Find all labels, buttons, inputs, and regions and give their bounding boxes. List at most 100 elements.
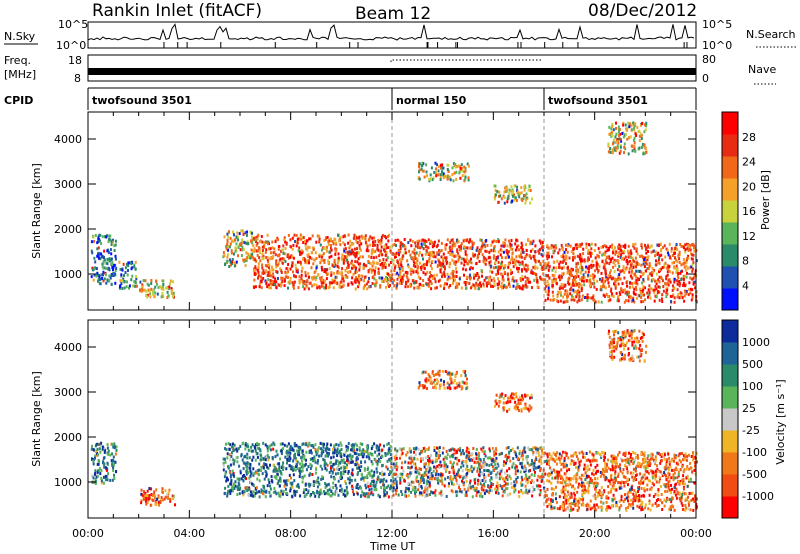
echo-cell	[479, 281, 481, 285]
echo-cell	[335, 449, 338, 453]
echo-cell	[467, 176, 470, 180]
colorbar-swatch	[722, 200, 738, 223]
echo-cell	[351, 468, 354, 472]
echo-cell	[346, 455, 349, 459]
echo-cell	[304, 260, 307, 264]
echo-cell	[420, 459, 422, 463]
echo-cell	[256, 249, 259, 253]
echo-cell	[253, 250, 256, 253]
echo-cell	[238, 478, 241, 482]
echo-cell	[665, 295, 668, 299]
echo-cell	[477, 460, 480, 464]
echo-cell	[616, 137, 619, 141]
echo-cell	[590, 296, 593, 300]
echo-cell	[476, 283, 479, 287]
echo-cell	[312, 480, 315, 484]
echo-cell	[692, 246, 695, 250]
echo-cell	[288, 459, 291, 463]
echo-cell	[458, 171, 461, 175]
echo-cell	[401, 267, 404, 271]
echo-cell	[320, 451, 323, 455]
echo-cell	[522, 197, 525, 201]
echo-cell	[292, 468, 295, 472]
echo-cell	[472, 447, 475, 450]
echo-cell	[346, 258, 349, 262]
echo-cell	[382, 280, 385, 283]
echo-cell	[170, 291, 173, 295]
echo-cell	[328, 250, 331, 254]
echo-cell	[540, 253, 543, 256]
echo-cell	[590, 247, 593, 251]
echo-cell	[372, 240, 374, 244]
echo-cell	[634, 132, 637, 136]
nave-tick-bottom: 0	[702, 72, 709, 85]
echo-cell	[381, 261, 384, 265]
echo-cell	[389, 278, 392, 282]
echo-cell	[231, 262, 234, 266]
echo-cell	[525, 243, 527, 247]
echo-cell	[546, 280, 549, 284]
echo-cell	[97, 240, 100, 244]
echo-cell	[392, 481, 395, 485]
echo-cell	[258, 443, 261, 446]
echo-cell	[640, 263, 643, 267]
echo-cell	[140, 290, 143, 294]
echo-cell	[312, 459, 315, 463]
echo-cell	[671, 271, 674, 275]
echo-cell	[227, 248, 229, 252]
echo-cell	[613, 146, 616, 150]
echo-cell	[267, 456, 270, 460]
echo-cell	[551, 284, 554, 288]
echo-cell	[647, 295, 649, 299]
echo-cell	[604, 260, 607, 264]
echo-cell	[625, 128, 628, 132]
echo-cell	[657, 278, 660, 282]
echo-cell	[618, 134, 621, 138]
echo-cell	[306, 278, 309, 282]
echo-cell	[375, 467, 378, 471]
echo-cell	[351, 460, 354, 464]
echo-cell	[120, 273, 123, 277]
echo-cell	[308, 245, 311, 249]
echo-cell	[443, 265, 446, 269]
echo-cell	[347, 233, 350, 237]
echo-cell	[342, 241, 345, 245]
echo-cell	[136, 284, 138, 288]
echo-cell	[496, 269, 499, 273]
echo-cell	[279, 257, 282, 261]
echo-cell	[318, 240, 321, 244]
echo-cell	[586, 266, 589, 270]
echo-cell	[534, 250, 537, 254]
echo-cell	[559, 291, 562, 295]
echo-cell	[668, 270, 671, 274]
echo-cell	[367, 471, 370, 475]
echo-cell	[310, 251, 313, 255]
echo-cell	[256, 477, 259, 481]
echo-cell	[112, 268, 114, 272]
echo-cell	[369, 235, 372, 239]
echo-cell	[532, 255, 535, 258]
echo-cell	[318, 286, 321, 290]
echo-cell	[418, 162, 421, 166]
echo-cell	[494, 188, 497, 192]
echo-cell	[316, 491, 319, 495]
echo-cell	[539, 261, 542, 265]
echo-cell	[559, 285, 562, 289]
echo-cell	[589, 281, 592, 285]
echo-cell	[488, 463, 491, 467]
echo-cell	[305, 488, 308, 492]
echo-cell	[574, 243, 577, 247]
echo-cell	[113, 272, 116, 276]
echo-cell	[256, 235, 259, 239]
echo-cell	[294, 468, 297, 472]
echo-cell	[640, 137, 643, 140]
echo-cell	[614, 283, 617, 287]
echo-cell	[100, 479, 103, 483]
echo-cell	[624, 255, 627, 259]
echo-cell	[305, 492, 308, 496]
echo-cell	[330, 489, 333, 493]
echo-cell	[484, 245, 487, 249]
echo-cell	[490, 264, 493, 268]
echo-cell	[521, 478, 524, 482]
echo-cell	[231, 445, 233, 449]
